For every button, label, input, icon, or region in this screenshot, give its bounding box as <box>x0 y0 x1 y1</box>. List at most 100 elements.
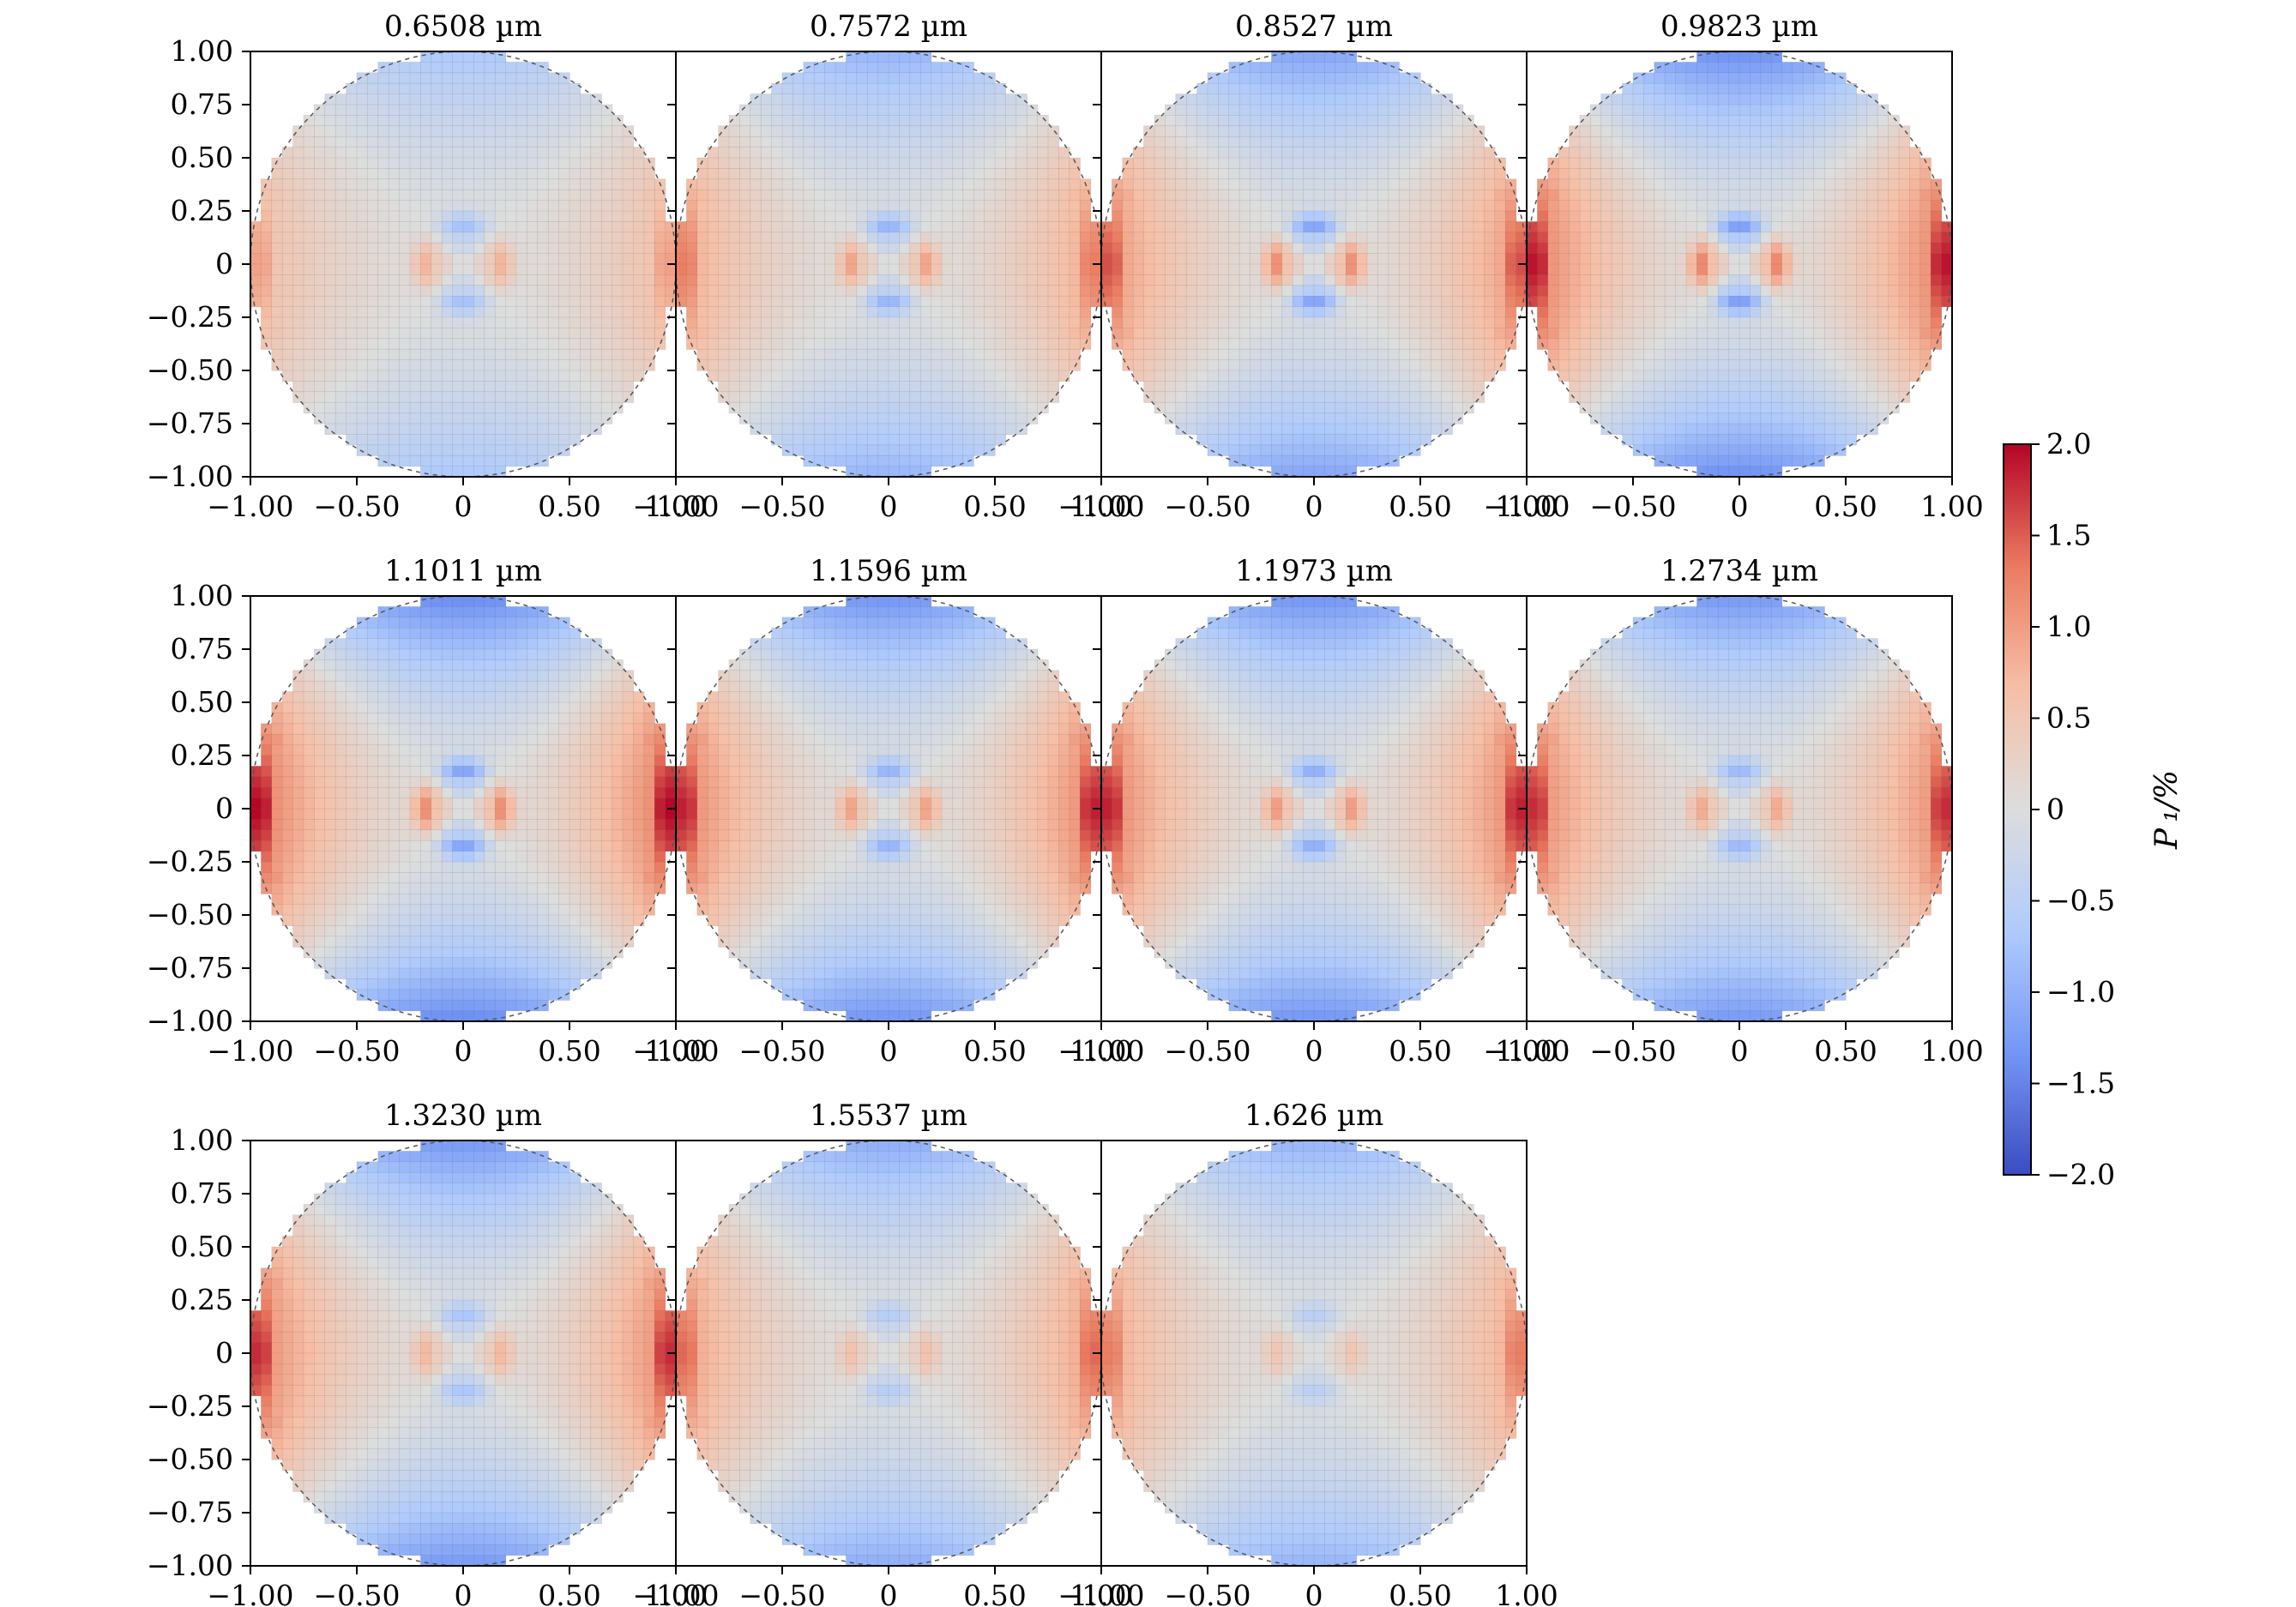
heatmap-cell <box>1218 295 1230 308</box>
heatmap-cell <box>281 338 294 350</box>
heatmap-cell <box>1590 391 1602 403</box>
heatmap-cell <box>866 135 879 148</box>
heatmap-cell <box>1122 316 1134 328</box>
heatmap-cell <box>1335 295 1347 308</box>
heatmap-cell <box>1579 242 1591 255</box>
heatmap-cell <box>1165 253 1177 265</box>
heatmap-cell <box>1250 328 1262 340</box>
heatmap-cell <box>580 401 592 414</box>
heatmap-cell <box>1632 189 1644 202</box>
heatmap-cell <box>1185 178 1198 190</box>
heatmap-cell <box>1579 168 1591 180</box>
heatmap-cell <box>1292 285 1305 297</box>
heatmap-cell <box>877 135 889 148</box>
heatmap-cell <box>877 263 889 275</box>
heatmap-cell <box>1281 359 1293 371</box>
heatmap-cell <box>1154 328 1166 340</box>
heatmap-cell <box>1792 232 1804 244</box>
heatmap-cell <box>473 423 485 435</box>
heatmap-cell <box>334 135 347 148</box>
heatmap-cell <box>1803 210 1815 222</box>
heatmap-cell <box>388 72 401 84</box>
heatmap-cell <box>633 263 645 275</box>
heatmap-cell <box>1271 200 1283 212</box>
heatmap-cell <box>1345 135 1358 148</box>
heatmap-cell <box>973 306 985 318</box>
heatmap-cell <box>835 401 847 414</box>
heatmap-cell <box>600 168 613 180</box>
heatmap-cell <box>941 168 953 180</box>
heatmap-cell <box>643 338 655 350</box>
heatmap-cell <box>1196 401 1208 414</box>
heatmap-cell <box>494 423 507 435</box>
heatmap-cell <box>718 381 730 393</box>
heatmap-cell <box>856 274 868 286</box>
heatmap-cell <box>1781 82 1793 95</box>
heatmap-cell <box>1047 210 1059 222</box>
heatmap-cell <box>1196 381 1208 393</box>
heatmap-cell <box>1303 466 1315 478</box>
heatmap-cell <box>1792 306 1804 318</box>
heatmap-cell <box>1675 135 1687 148</box>
heatmap-cell <box>633 306 645 318</box>
heatmap-cell <box>846 147 858 159</box>
heatmap-cell <box>856 93 868 105</box>
heatmap-cell <box>462 328 474 340</box>
heatmap-cell <box>388 104 401 116</box>
heatmap-cell <box>1781 178 1793 190</box>
heatmap-cell <box>409 370 421 382</box>
heatmap-cell <box>877 359 889 371</box>
heatmap-cell <box>1813 232 1825 244</box>
heatmap-cell <box>1058 232 1070 244</box>
heatmap-cell <box>388 401 401 414</box>
heatmap-cell <box>1558 200 1570 212</box>
heatmap-cell <box>760 242 773 255</box>
heatmap-cell <box>1823 338 1836 350</box>
heatmap-cell <box>1632 221 1644 233</box>
heatmap-cell <box>1823 401 1836 414</box>
heatmap-cell <box>367 295 379 308</box>
heatmap-cell <box>420 444 432 456</box>
heatmap-cell <box>1579 370 1591 382</box>
heatmap-cell <box>909 147 921 159</box>
heatmap-cell <box>462 285 474 297</box>
heatmap-cell <box>771 253 783 265</box>
heatmap-cell <box>846 93 858 105</box>
heatmap-cell <box>1250 306 1262 318</box>
heatmap-cell <box>1047 295 1059 308</box>
heatmap-cell <box>1281 157 1293 169</box>
heatmap-cell <box>846 434 858 446</box>
heatmap-cell <box>1569 263 1581 275</box>
heatmap-cell <box>1313 72 1325 84</box>
heatmap-cell <box>1770 295 1783 308</box>
heatmap-cell <box>686 306 698 318</box>
heatmap-cell <box>1835 263 1847 275</box>
heatmap-cell <box>494 62 507 74</box>
heatmap-cell <box>569 391 581 403</box>
heatmap-cell <box>1441 316 1453 328</box>
heatmap-cell <box>1792 189 1804 202</box>
heatmap-cell <box>590 316 602 328</box>
heatmap-cell <box>1473 168 1485 180</box>
heatmap-cell <box>1717 285 1730 297</box>
heatmap-cell <box>771 359 783 371</box>
heatmap-cell <box>1335 454 1347 467</box>
heatmap-cell <box>505 285 517 297</box>
heatmap-cell <box>1845 253 1857 265</box>
heatmap-cell <box>590 104 602 116</box>
heatmap-cell <box>1345 348 1358 361</box>
heatmap-cell <box>919 232 932 244</box>
heatmap-cell <box>1122 189 1134 202</box>
heatmap-cell <box>1228 381 1240 393</box>
heatmap-cell <box>1324 370 1336 382</box>
heatmap-cell <box>367 391 379 403</box>
heatmap-cell <box>1739 316 1751 328</box>
heatmap-cell <box>1611 391 1624 403</box>
heatmap-cell <box>643 263 655 275</box>
heatmap-cell <box>1238 200 1251 212</box>
heatmap-cell <box>1218 72 1230 84</box>
heatmap-cell <box>760 328 773 340</box>
heatmap-cell <box>1664 242 1677 255</box>
heatmap-cell <box>1462 242 1474 255</box>
heatmap-cell <box>835 285 847 297</box>
